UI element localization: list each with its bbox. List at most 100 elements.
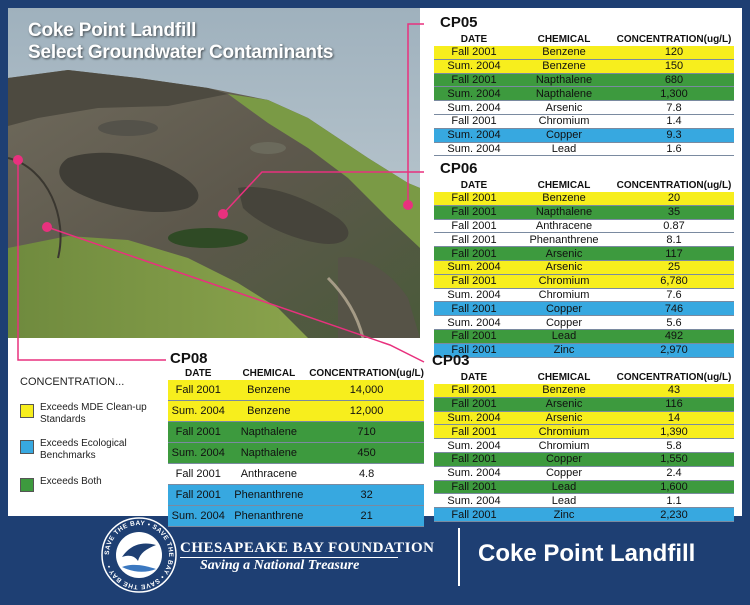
cell-value: 150 [614,59,734,74]
cell-chemical: Copper [514,466,614,481]
cell-date: Fall 2001 [434,205,514,220]
cell-chemical: Chromium [514,114,614,129]
cell-date: Fall 2001 [434,73,514,88]
cell-date: Sum. 2004 [434,142,514,157]
table-row: Sum. 2004 Lead 1.6 [434,142,734,157]
cell-value: 14,000 [309,380,424,401]
cell-chemical: Benzene [514,192,614,206]
cell-chemical: Chromium [514,274,614,289]
cell-chemical: Benzene [514,384,614,398]
table-cp05-title: CP05 [440,14,478,31]
table-row: Fall 2001 Anthracene 0.87 [434,219,734,234]
org-name-rule [180,557,398,558]
cell-value: 450 [309,442,424,464]
table-row: Fall 2001 Napthalene 35 [434,205,734,220]
cell-value: 116 [614,397,734,412]
cell-value: 9.3 [614,128,734,143]
cell-chemical: Lead [514,142,614,157]
cell-value: 8.1 [614,232,734,248]
table-cp06-grid: DATE CHEMICAL CONCENTRATION(ug/L) Fall 2… [434,178,734,358]
cell-date: Sum. 2004 [434,260,514,275]
cell-chemical: Phenanthrene [514,232,614,248]
header-concentration: CONCENTRATION(ug/L) [309,367,424,379]
cell-date: Fall 2001 [434,46,514,60]
cell-chemical: Chromium [514,438,614,453]
table-row: Sum. 2004 Napthalene 1,300 [434,86,734,102]
cell-date: Fall 2001 [434,452,514,467]
table-row: Sum. 2004 Copper 5.6 [434,315,734,330]
table-row: Fall 2001 Zinc 2,230 [434,507,734,522]
org-name: CHESAPEAKE BAY FOUNDATION [180,540,435,556]
cell-value: 6,780 [614,274,734,289]
table-header-row: DATE CHEMICAL CONCENTRATION(ug/L) [434,370,734,384]
cell-date: Sum. 2004 [168,400,229,422]
cell-chemical: Benzene [514,46,614,60]
table-row: Sum. 2004 Arsenic 7.8 [434,100,734,115]
legend: CONCENTRATION... Exceeds MDE Clean-up St… [8,346,160,516]
cell-date: Fall 2001 [434,507,514,522]
table-cp03-title: CP03 [432,352,470,369]
cell-value: 492 [614,329,734,344]
cell-chemical: Copper [514,452,614,467]
cell-date: Fall 2001 [168,421,229,443]
cell-date: Fall 2001 [434,246,514,261]
footer-divider [458,528,460,586]
cell-date: Sum. 2004 [434,100,514,115]
cell-date: Fall 2001 [434,219,514,234]
table-row: Sum. 2004 Benzene 150 [434,59,734,74]
cell-value: 2,970 [614,343,734,358]
cell-date: Sum. 2004 [434,128,514,143]
table-row: Fall 2001 Napthalene 680 [434,73,734,88]
cell-chemical: Arsenic [514,411,614,426]
cell-chemical: Arsenic [514,246,614,261]
table-row: Fall 2001 Chromium 1,390 [434,424,734,440]
cell-date: Fall 2001 [434,329,514,344]
header-date: DATE [460,179,488,191]
cell-chemical: Lead [514,329,614,344]
cell-value: 120 [614,46,734,60]
header-concentration: CONCENTRATION(ug/L) [616,371,732,383]
cell-value: 14 [614,411,734,426]
cell-chemical: Chromium [514,424,614,440]
table-row: Fall 2001 Chromium 1.4 [434,114,734,129]
cell-chemical: Arsenic [514,260,614,275]
cell-date: Fall 2001 [434,232,514,248]
cell-value: 1.4 [614,114,734,129]
table-row: Fall 2001 Benzene 120 [434,46,734,60]
cell-value: 1,300 [614,86,734,102]
cell-value: 7.8 [614,100,734,115]
table-row: Fall 2001 Arsenic 117 [434,246,734,261]
cell-date: Fall 2001 [434,397,514,412]
table-row: Fall 2001 Chromium 6,780 [434,274,734,289]
table-row: Fall 2001 Lead 492 [434,329,734,344]
cell-date: Sum. 2004 [434,288,514,303]
cell-value: 117 [614,246,734,261]
table-row: Fall 2001 Benzene 14,000 [168,380,424,401]
table-row: Sum. 2004 Chromium 7.6 [434,288,734,303]
table-cp03-grid: DATE CHEMICAL CONCENTRATION(ug/L) Fall 2… [434,370,734,522]
aerial-photo: Coke Point Landfill Select Groundwater C… [8,8,420,338]
legend-label-both: Exceeds Both [40,476,102,487]
cell-date: Fall 2001 [434,480,514,495]
cell-value: 20 [614,192,734,206]
cell-chemical: Zinc [514,507,614,522]
table-row: Sum. 2004 Benzene 12,000 [168,400,424,422]
legend-swatch-both [20,478,34,492]
cell-value: 1,390 [614,424,734,440]
table-row: Fall 2001 Phenanthrene 8.1 [434,232,734,248]
table-row: Fall 2001 Lead 1,600 [434,480,734,495]
cell-chemical: Chromium [514,288,614,303]
table-row: Sum. 2004 Arsenic 25 [434,260,734,275]
table-cp06-title: CP06 [440,160,478,177]
cell-date: Fall 2001 [168,484,229,506]
header-concentration: CONCENTRATION(ug/L) [616,33,732,45]
cell-chemical: Arsenic [514,397,614,412]
cell-chemical: Napthalene [228,442,310,464]
table-row: Sum. 2004 Napthalene 450 [168,442,424,464]
cell-value: 710 [309,421,424,443]
cell-chemical: Zinc [514,343,614,358]
legend-label-eco: Exceeds Ecological Benchmarks [40,438,127,461]
cell-chemical: Benzene [514,59,614,74]
cell-date: Sum. 2004 [434,315,514,330]
cell-date: Sum. 2004 [434,438,514,453]
